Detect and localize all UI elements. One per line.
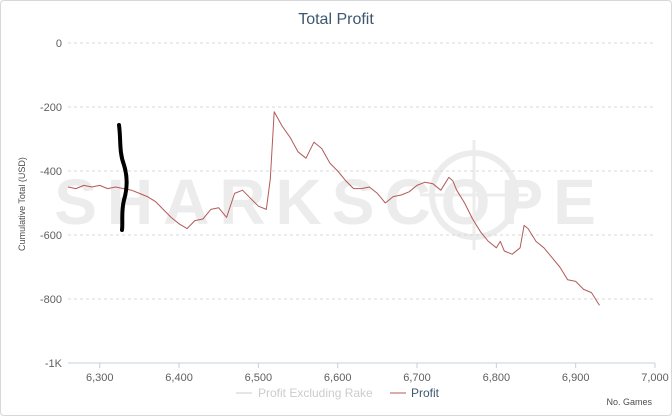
legend-item-profit-excluding-rake[interactable]: Profit Excluding Rake — [236, 386, 373, 400]
watermark-text: SHARKSCOPE — [54, 166, 606, 238]
x-tick-label: 6,400 — [165, 372, 193, 384]
x-tick-label: 6,900 — [562, 372, 590, 384]
x-tick-label: 6,800 — [483, 372, 511, 384]
x-axis-ticks: 6,300 6,400 6,500 6,600 6,700 6,800 6,900 7,000 — [86, 363, 669, 384]
legend-label-profit-excluding-rake: Profit Excluding Rake — [258, 386, 373, 400]
x-tick-label: 6,600 — [324, 372, 352, 384]
y-axis-title: Cumulative Total (USD) — [17, 157, 27, 251]
y-tick-label: -1K — [45, 358, 63, 370]
x-tick-label: 6,500 — [245, 372, 273, 384]
legend: Profit Excluding Rake Profit — [236, 386, 440, 400]
y-tick-label: -800 — [40, 294, 62, 306]
legend-label-profit: Profit — [411, 386, 440, 400]
chart-title: Total Profit — [298, 11, 374, 28]
series-layer — [67, 111, 600, 306]
series-line-profit — [67, 111, 600, 306]
y-tick-label: 0 — [56, 38, 62, 50]
watermark: SHARKSCOPE — [54, 140, 606, 250]
y-tick-label: -200 — [40, 102, 62, 114]
y-tick-label: -600 — [40, 230, 62, 242]
legend-item-profit[interactable]: Profit — [390, 386, 440, 400]
x-axis-title: No. Games — [606, 397, 652, 407]
x-tick-label: 7,000 — [641, 372, 669, 384]
x-tick-label: 6,300 — [86, 372, 114, 384]
grid — [68, 42, 655, 300]
y-tick-label: -400 — [40, 166, 62, 178]
hand-drawn-mark — [117, 123, 129, 232]
x-tick-label: 6,700 — [403, 372, 431, 384]
y-axis-ticks: 0 -200 -400 -600 -800 -1K — [40, 38, 63, 370]
